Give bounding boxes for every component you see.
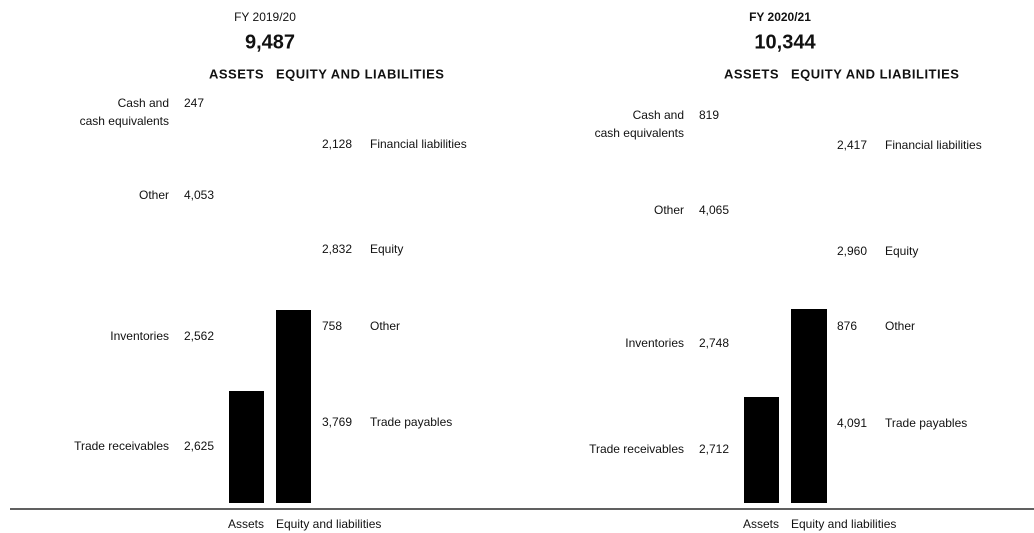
asset-value: 247 bbox=[184, 96, 204, 110]
asset-value: 4,065 bbox=[699, 203, 729, 217]
asset-value: 4,053 bbox=[184, 188, 214, 202]
liability-value: 758 bbox=[322, 319, 342, 333]
asset-label: cash equivalents bbox=[595, 126, 684, 140]
period: FY 2019/20 bbox=[234, 10, 296, 24]
liability-value: 3,769 bbox=[322, 415, 352, 429]
liability-label: Financial liabilities bbox=[370, 137, 467, 151]
liability-value: 2,417 bbox=[837, 138, 867, 152]
liability-value: 876 bbox=[837, 319, 857, 333]
equity-bar bbox=[276, 310, 311, 503]
axis-label: Equity and liabilities bbox=[276, 517, 381, 531]
liability-label: Equity bbox=[370, 242, 403, 256]
liability-value: 2,960 bbox=[837, 244, 867, 258]
asset-value: 2,748 bbox=[699, 336, 729, 350]
asset-label: Trade receivables bbox=[589, 442, 684, 456]
liability-label: Trade payables bbox=[370, 415, 452, 429]
liability-label: Trade payables bbox=[885, 416, 967, 430]
period: FY 2020/21 bbox=[749, 10, 811, 24]
asset-label: cash equivalents bbox=[80, 114, 169, 128]
liability-label: Other bbox=[885, 319, 915, 333]
axis-label: Equity and liabilities bbox=[791, 517, 896, 531]
total: 10,344 bbox=[754, 31, 816, 53]
asset-label: Other bbox=[139, 188, 169, 202]
assets-header: ASSETS bbox=[724, 66, 779, 81]
axis-label: Assets bbox=[743, 517, 779, 531]
asset-label: Cash and bbox=[118, 96, 169, 110]
axis-label: Assets bbox=[228, 517, 264, 531]
liability-label: Financial liabilities bbox=[885, 138, 982, 152]
liability-label: Equity bbox=[885, 244, 918, 258]
asset-value: 2,712 bbox=[699, 442, 729, 456]
liability-value: 2,832 bbox=[322, 242, 352, 256]
asset-label: Inventories bbox=[625, 336, 684, 350]
asset-label: Trade receivables bbox=[74, 439, 169, 453]
liability-label: Other bbox=[370, 319, 400, 333]
asset-value: 819 bbox=[699, 108, 719, 122]
total: 9,487 bbox=[245, 31, 295, 53]
assets-header: ASSETS bbox=[209, 66, 264, 81]
asset-label: Cash and bbox=[633, 108, 684, 122]
assets-bar bbox=[744, 397, 779, 503]
liability-value: 2,128 bbox=[322, 137, 352, 151]
equity-bar bbox=[791, 309, 827, 503]
asset-value: 2,562 bbox=[184, 329, 214, 343]
liability-value: 4,091 bbox=[837, 416, 867, 430]
equity-header: EQUITY AND LIABILITIES bbox=[791, 66, 959, 81]
assets-bar bbox=[229, 391, 264, 503]
equity-header: EQUITY AND LIABILITIES bbox=[276, 66, 444, 81]
asset-value: 2,625 bbox=[184, 439, 214, 453]
asset-label: Other bbox=[654, 203, 684, 217]
asset-label: Inventories bbox=[110, 329, 169, 343]
